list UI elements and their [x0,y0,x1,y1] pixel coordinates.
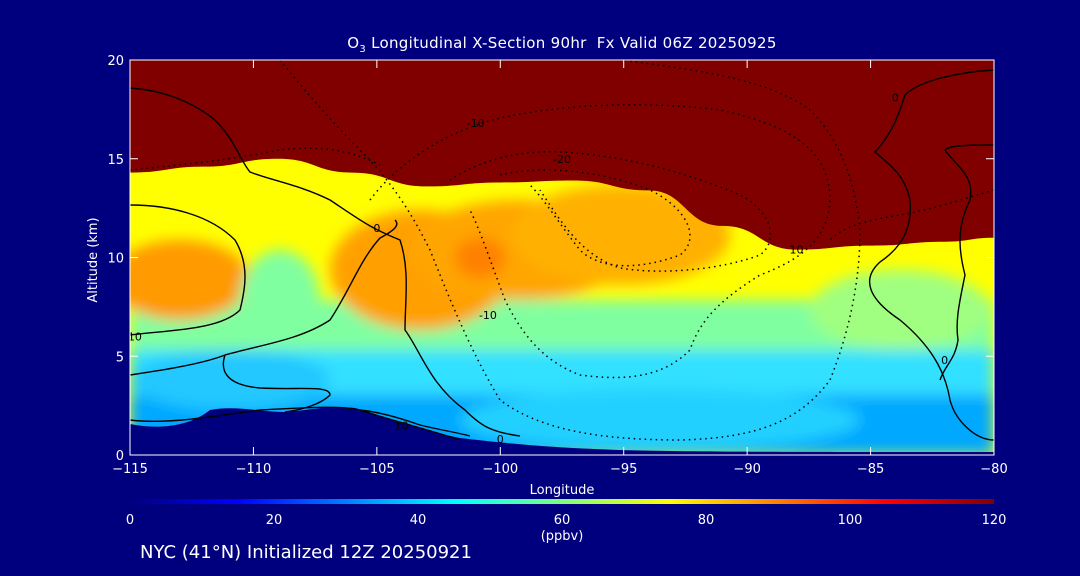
contour-label: 0 [373,222,380,235]
x-axis: −115 −110 −105 −100 −95 −90 −85 −80 [112,60,1008,477]
y-tick-label: 20 [107,54,124,69]
x-tick-label: −110 [236,462,272,477]
x-tick-label: −100 [482,462,518,477]
x-tick-label: −95 [610,462,637,477]
colorbar-ticks: 0 20 40 60 80 100 120 [126,513,1007,528]
contour-solid [359,409,471,437]
x-tick-label: −90 [733,462,760,477]
chart-title: O3 Longitudinal X-Section 90hr Fx Valid … [130,34,994,55]
contour-dotted [499,169,691,267]
x-tick-label: −85 [857,462,884,477]
contour-label: 0 [892,92,899,105]
contour-dotted [449,151,771,272]
colorbar-tick-label: 120 [982,513,1007,528]
contour-lines [130,60,994,441]
contour-label: -10 [479,309,497,322]
x-tick-label: −80 [980,462,1007,477]
contour-label: 10 [128,331,142,344]
colorbar-tick-label: 100 [838,513,863,528]
colorbar-tick-label: 20 [266,513,283,528]
stratosphere-region [130,60,994,250]
contour-label: 0 [497,433,504,446]
contour-solid [939,144,994,381]
colorbar-unit: (ppbv) [541,529,584,544]
contour-label: -10 [467,117,485,130]
heatmap-field [130,60,994,455]
footer-caption: NYC (41°N) Initialized 12Z 20250921 [140,542,472,563]
colorbar-tick-label: 80 [698,513,715,528]
contour-solid [130,219,398,376]
y-tick-label: 15 [107,153,124,168]
contour-solid [130,204,246,336]
y-axis: 0 5 10 15 20 [107,54,994,464]
y-tick-label: 0 [116,449,124,464]
contour-solid [130,87,521,437]
contour-label: 10 [790,244,804,257]
contour-solid [869,69,994,441]
title-text: Longitudinal X-Section 90hr Fx Valid 06Z… [366,34,777,52]
colorbar-tick-label: 0 [126,513,134,528]
contour-solid [130,406,461,441]
colorbar-tick-label: 40 [410,513,427,528]
x-tick-label: −115 [112,462,148,477]
terrain [130,407,994,455]
title-species: O [347,34,360,52]
y-tick-label: 10 [107,252,124,267]
contour-label: -20 [553,153,571,166]
y-tick-label: 5 [116,350,124,365]
contour-labels: -10 -20 0 -10 10 0 0 10 10 0 [128,92,948,447]
x-axis-label: Longitude [530,483,595,498]
colorbar [130,499,994,504]
colorbar-tick-label: 60 [554,513,571,528]
y-axis-label: Altitude (km) [86,217,101,302]
contour-label: 0 [941,354,948,367]
contour-solid [222,354,331,413]
contour-label: 10 [395,419,409,432]
contour-dotted [279,60,861,441]
x-tick-label: −105 [359,462,395,477]
title-species-subscript: 3 [359,44,367,55]
